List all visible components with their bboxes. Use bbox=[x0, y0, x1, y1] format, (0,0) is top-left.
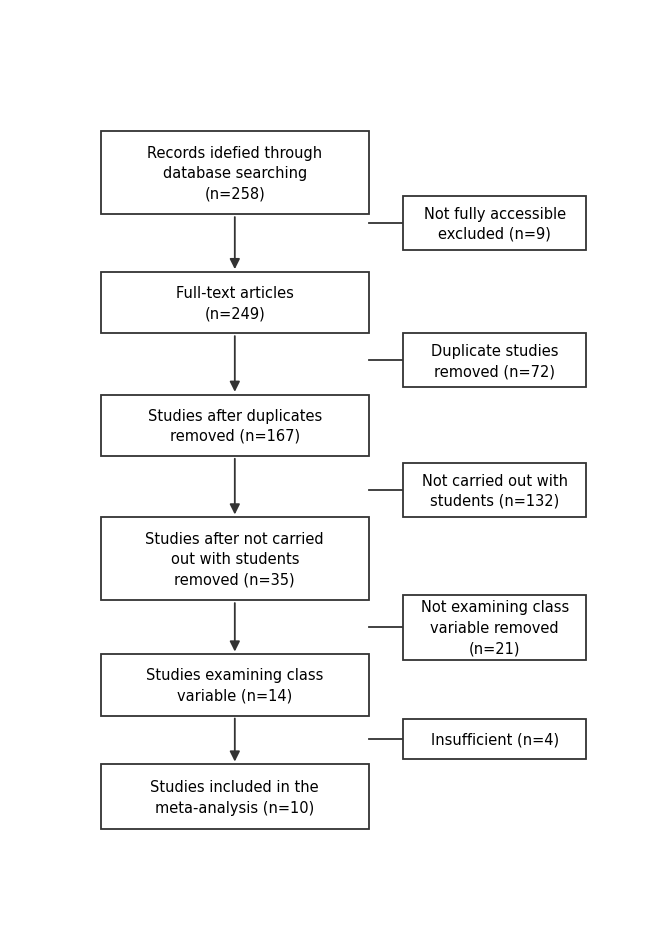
FancyBboxPatch shape bbox=[403, 334, 586, 388]
Text: Not carried out with
students (n=132): Not carried out with students (n=132) bbox=[422, 473, 568, 508]
FancyBboxPatch shape bbox=[101, 395, 369, 457]
FancyBboxPatch shape bbox=[101, 765, 369, 829]
Text: Studies included in the
meta-analysis (n=10): Studies included in the meta-analysis (n… bbox=[151, 780, 319, 814]
FancyBboxPatch shape bbox=[101, 272, 369, 334]
Text: Not fully accessible
excluded (n=9): Not fully accessible excluded (n=9) bbox=[424, 206, 566, 241]
Text: Duplicate studies
removed (n=72): Duplicate studies removed (n=72) bbox=[431, 344, 558, 379]
Text: Full-text articles
(n=249): Full-text articles (n=249) bbox=[176, 285, 293, 321]
FancyBboxPatch shape bbox=[403, 463, 586, 518]
FancyBboxPatch shape bbox=[403, 595, 586, 660]
Text: Studies after not carried
out with students
removed (n=35): Studies after not carried out with stude… bbox=[145, 532, 324, 587]
FancyBboxPatch shape bbox=[403, 720, 586, 759]
Text: Studies examining class
variable (n=14): Studies examining class variable (n=14) bbox=[146, 667, 323, 703]
FancyBboxPatch shape bbox=[403, 197, 586, 251]
Text: Insufficient (n=4): Insufficient (n=4) bbox=[431, 732, 558, 747]
FancyBboxPatch shape bbox=[101, 132, 369, 215]
Text: Not examining class
variable removed
(n=21): Not examining class variable removed (n=… bbox=[420, 600, 569, 655]
FancyBboxPatch shape bbox=[101, 654, 369, 716]
FancyBboxPatch shape bbox=[101, 518, 369, 601]
Text: Studies after duplicates
removed (n=167): Studies after duplicates removed (n=167) bbox=[147, 408, 322, 444]
Text: Records idefied through
database searching
(n=258): Records idefied through database searchi… bbox=[147, 146, 322, 201]
